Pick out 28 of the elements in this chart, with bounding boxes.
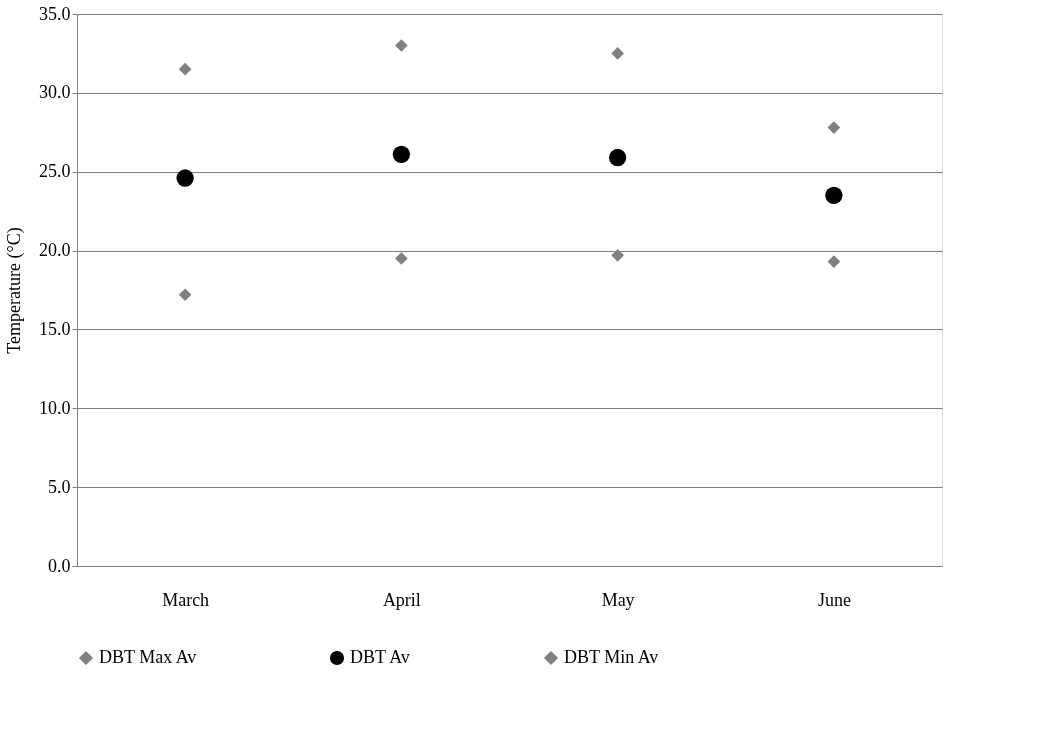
x-tick-label: June: [817, 589, 851, 610]
x-tick-label: March: [162, 589, 210, 610]
point: [611, 248, 624, 262]
legend-label: DBT Av: [350, 647, 410, 667]
point: [392, 145, 411, 164]
point: [178, 62, 192, 76]
point: [827, 255, 841, 268]
x-tick-label: May: [601, 589, 635, 610]
y-axis-title: Temperature (°C): [4, 227, 25, 354]
y-tick-label: 30.0: [39, 82, 71, 103]
y-tick-label: 35.0: [39, 3, 71, 24]
point: [176, 169, 194, 187]
point: [827, 121, 841, 134]
legend-label: DBT Min Av: [564, 647, 659, 667]
point: [608, 148, 627, 167]
legend-label: DBT Max Av: [99, 647, 197, 667]
point: [178, 288, 192, 302]
y-tick-label: 10.0: [39, 397, 71, 418]
y-tick-label: 25.0: [39, 161, 71, 182]
y-tick-label: 0.0: [48, 555, 71, 576]
point: [611, 47, 624, 60]
point: [825, 186, 843, 205]
point: [395, 39, 408, 52]
y-tick-label: 20.0: [39, 240, 71, 261]
y-tick-label: 15.0: [39, 318, 71, 339]
y-tick-label: 5.0: [48, 476, 71, 497]
x-tick-label: April: [382, 589, 421, 610]
point: [395, 252, 408, 265]
